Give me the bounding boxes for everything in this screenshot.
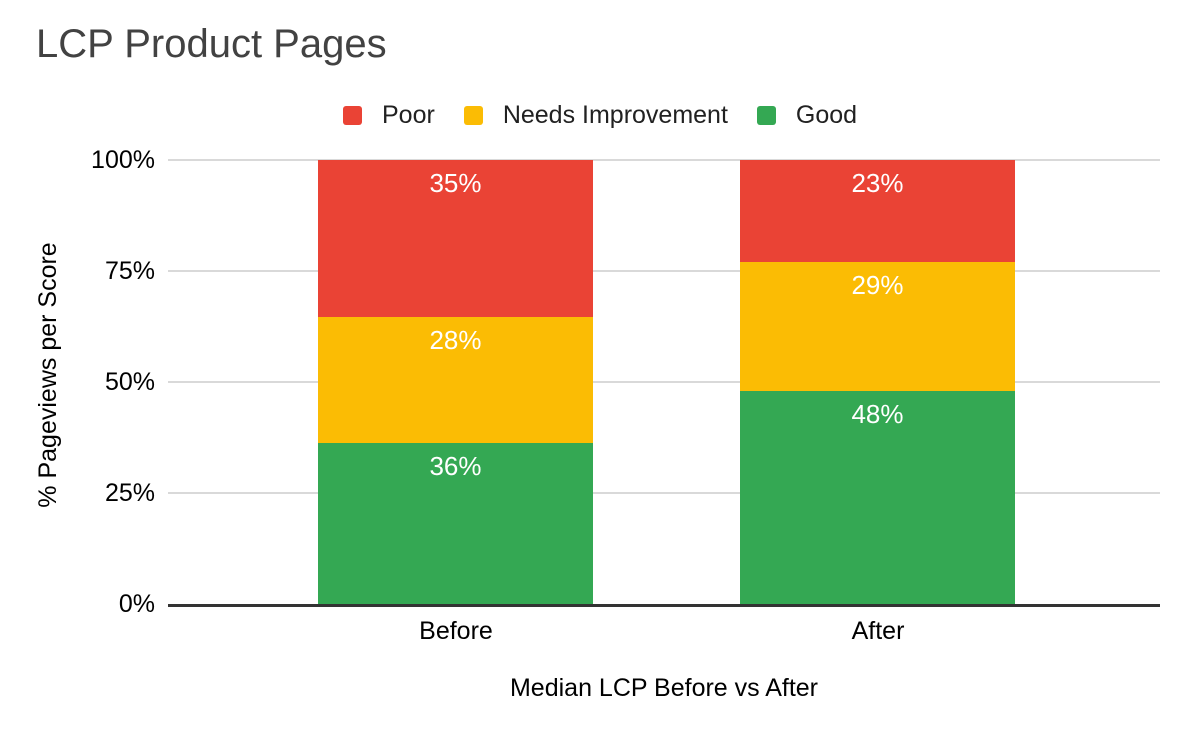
bar-value-label: 23% [851, 168, 904, 198]
y-tick-label-25-: 25% [104, 479, 155, 507]
bar-value-label: 48% [851, 399, 904, 429]
bar-segment-before-good[interactable]: 36% [318, 443, 593, 604]
gridline-100 [168, 159, 1160, 161]
x-axis-line [168, 604, 1160, 607]
bar-value-label: 36% [429, 451, 482, 481]
bar-segment-before-poor[interactable]: 35% [318, 160, 593, 317]
bar-before: 35% 28% 36% [318, 160, 593, 604]
bar-segment-after-needs-improvement[interactable]: 29% [740, 262, 1015, 391]
bar-value-label: 29% [851, 270, 904, 300]
chart-title: LCP Product Pages [36, 22, 387, 66]
gridline-50 [168, 381, 1160, 383]
bar-segment-after-good[interactable]: 48% [740, 391, 1015, 604]
legend-item-good[interactable]: Good [756, 100, 858, 130]
legend: Poor Needs Improvement Good [343, 100, 857, 130]
y-tick-label-75-: 75% [104, 257, 155, 285]
x-category-label-before: Before [419, 617, 493, 645]
legend-label: Needs Improvement [502, 101, 728, 129]
y-tick-label-100-: 100% [91, 146, 155, 174]
y-tick-label-50-: 50% [104, 368, 155, 396]
legend-item-needs-improvement[interactable]: Needs Improvement [463, 100, 728, 130]
x-category-label-after: After [851, 617, 905, 645]
x-axis-title: Median LCP Before vs After [509, 674, 819, 702]
legend-label: Poor [382, 101, 435, 129]
legend-swatch-poor [343, 105, 362, 125]
legend-item-poor[interactable]: Poor [343, 100, 435, 130]
plot-area: 35% 28% 36% 23% 29% 48% [168, 159, 1160, 607]
gridline-75 [168, 270, 1160, 272]
legend-swatch-good [756, 105, 776, 125]
gridline-25 [168, 492, 1160, 494]
bar-segment-before-needs-improvement[interactable]: 28% [318, 317, 593, 443]
bar-value-label: 35% [429, 168, 482, 198]
bar-segment-after-poor[interactable]: 23% [740, 160, 1015, 262]
bar-after: 23% 29% 48% [740, 160, 1015, 604]
y-axis-title: % Pageviews per Score [34, 242, 62, 508]
legend-swatch-needs-improvement [463, 105, 483, 125]
y-tick-label-0-: 0% [118, 590, 155, 618]
legend-label: Good [795, 101, 858, 129]
bar-value-label: 28% [429, 325, 482, 355]
